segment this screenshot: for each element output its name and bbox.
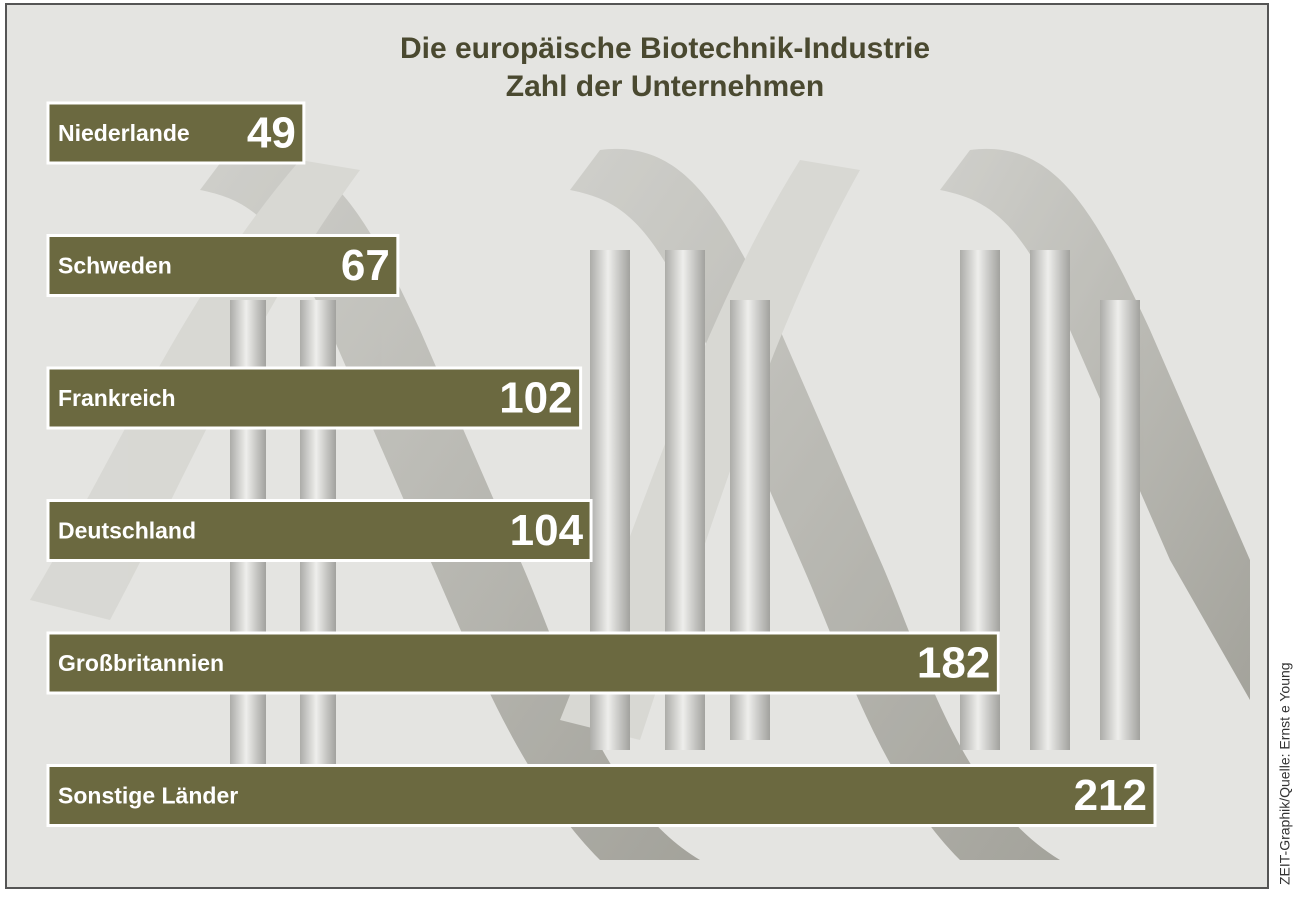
category-label: Sonstige Länder	[58, 783, 238, 809]
value-label: 104	[510, 506, 584, 555]
value-label: 49	[247, 109, 296, 158]
chart-subtitle: Zahl der Unternehmen	[506, 70, 824, 103]
category-label: Niederlande	[58, 120, 190, 146]
source-note: ZEIT-Graphik/Quelle: Ernst e Young	[1277, 662, 1293, 885]
chart-title: Die europäische Biotechnik-Industrie	[400, 32, 930, 65]
value-label: 67	[341, 241, 390, 290]
category-label: Deutschland	[58, 518, 196, 544]
category-label: Großbritannien	[58, 650, 224, 676]
category-label: Schweden	[58, 253, 172, 279]
chart: Die europäische Biotechnik-Industrie Zah…	[0, 0, 1303, 893]
value-label: 182	[917, 639, 990, 688]
value-label: 212	[1074, 771, 1147, 820]
value-label: 102	[499, 374, 572, 423]
category-label: Frankreich	[58, 385, 176, 411]
